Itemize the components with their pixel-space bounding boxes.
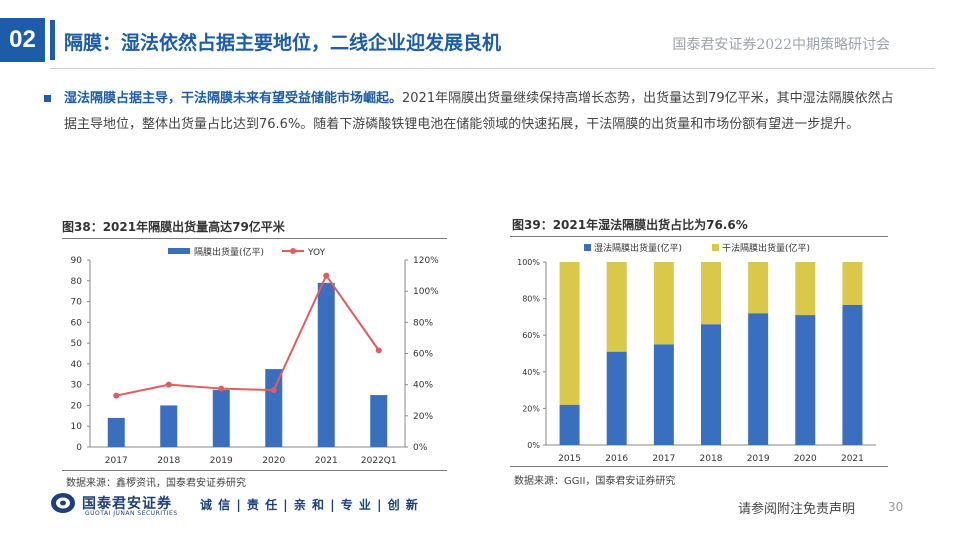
y-tick-label: 90 bbox=[71, 256, 83, 266]
figure-right-caption: 图39：2021年湿法隔膜出货占比为76.6% bbox=[512, 218, 748, 232]
x-tick-label: 2017 bbox=[652, 454, 675, 464]
stacked-bar-segment bbox=[653, 344, 674, 445]
y2-tick-label: 40% bbox=[413, 381, 433, 391]
legend-swatch-point bbox=[290, 248, 296, 254]
stacked-bar-segment bbox=[559, 262, 580, 405]
stacked-bar-segment bbox=[559, 404, 580, 445]
y-tick-label: 20% bbox=[522, 404, 540, 413]
figure-left-source: 数据来源：鑫椤资讯，国泰君安证券研究 bbox=[66, 478, 246, 489]
y-tick-label: 100% bbox=[517, 258, 540, 267]
line-point bbox=[323, 272, 330, 279]
title-accent-bar bbox=[50, 20, 55, 60]
x-tick-label: 2019 bbox=[210, 456, 233, 466]
y2-tick-label: 120% bbox=[413, 256, 439, 266]
y-tick-label: 80% bbox=[522, 295, 540, 304]
legend-label-line: YOY bbox=[307, 248, 326, 258]
figure-left-caption: 图38：2021年隔膜出货量高达79亿平米 bbox=[62, 220, 285, 234]
section-number: 02 bbox=[0, 18, 45, 62]
bar bbox=[317, 282, 335, 447]
x-tick-label: 2018 bbox=[157, 456, 180, 466]
legend-swatch-dry bbox=[712, 244, 719, 251]
line-point bbox=[270, 387, 277, 394]
line-point bbox=[375, 347, 382, 354]
y-tick-label: 40 bbox=[71, 360, 83, 370]
y-tick-label: 60 bbox=[71, 318, 83, 328]
logo-mark-icon bbox=[51, 493, 75, 513]
stacked-bar-segment bbox=[653, 262, 674, 345]
x-tick-label: 2016 bbox=[605, 454, 628, 464]
legend-label-wet: 湿法隔膜出货量(亿平) bbox=[594, 242, 682, 254]
stacked-bar-segment bbox=[795, 262, 816, 316]
bullet-icon bbox=[44, 95, 51, 102]
event-name: 国泰君安证券2022中期策略研讨会 bbox=[672, 37, 890, 53]
x-tick-label: 2020 bbox=[794, 454, 817, 464]
figure-right-bottom-rule bbox=[510, 466, 888, 467]
logo-text-cn: 国泰君安证券 bbox=[82, 496, 172, 512]
line-point bbox=[165, 381, 172, 388]
x-tick-label: 2020 bbox=[262, 456, 285, 466]
stacked-bar-segment bbox=[748, 313, 769, 445]
stacked-bar-segment bbox=[606, 262, 627, 352]
x-tick-label: 2018 bbox=[700, 454, 723, 464]
figure-left-caption-rule bbox=[62, 238, 447, 239]
legend-swatch-bar bbox=[168, 248, 190, 254]
y2-tick-label: 20% bbox=[413, 412, 433, 422]
y2-tick-label: 100% bbox=[413, 287, 439, 297]
stacked-bar-segment bbox=[701, 324, 721, 445]
page-title: 隔膜：湿法依然占据主要地位，二线企业迎发展良机 bbox=[64, 32, 502, 54]
stacked-bar-segment bbox=[842, 304, 863, 445]
figure-right-caption-rule bbox=[510, 236, 888, 237]
stacked-bar-segment bbox=[748, 262, 769, 314]
stacked-bar-segment bbox=[842, 262, 863, 305]
y-tick-label: 30 bbox=[71, 381, 83, 391]
y2-tick-label: 80% bbox=[413, 318, 433, 328]
figure-right-source: 数据来源：GGII，国泰君安证券研究 bbox=[514, 476, 676, 487]
company-logo: 国泰君安证券 GUOTAI JUNAN SECURITIES bbox=[50, 492, 177, 517]
series-line-yoy bbox=[116, 273, 380, 397]
x-tick-label: 2021 bbox=[841, 454, 864, 464]
chart-shipment-volume: 0 10 20 30 40 50 60 70 80 90 0% 20% 40% 60% 80% 100% 120… bbox=[71, 246, 440, 466]
company-slogan: 诚 信 | 责 任 | 亲 和 | 专 业 | 创 新 bbox=[200, 498, 419, 512]
bar bbox=[160, 405, 178, 447]
body-paragraph: 湿法隔膜占据主导，干法隔膜未来有望受益储能市场崛起。2021年隔膜出货量继续保持… bbox=[64, 86, 894, 138]
y-tick-label: 20 bbox=[71, 401, 83, 411]
x-tick-label: 2017 bbox=[105, 456, 128, 466]
chart-wet-dry-share: 0% 20% 40% 60% 80% 100% 2015 2016 2017 2018 2019 20… bbox=[517, 242, 876, 464]
y2-tick-label: 0% bbox=[413, 443, 428, 453]
x-tick-label: 2022Q1 bbox=[361, 456, 397, 466]
y-tick-label: 80 bbox=[71, 277, 83, 287]
x-tick-label: 2015 bbox=[558, 454, 581, 464]
stacked-bar-segment bbox=[795, 315, 816, 445]
y-tick-label: 0% bbox=[527, 441, 540, 450]
y2-tick-label: 60% bbox=[413, 350, 433, 360]
header-divider bbox=[50, 68, 935, 69]
y-tick-label: 0 bbox=[76, 443, 82, 453]
bar bbox=[370, 395, 388, 447]
body-text: 2021年隔膜出货量继续保持高增长态势，出货量达到79亿平米，其中湿法隔膜依然占… bbox=[64, 91, 894, 132]
bar bbox=[265, 369, 283, 447]
legend-label-bar: 隔膜出货量(亿平) bbox=[194, 246, 264, 258]
y-tick-label: 60% bbox=[522, 331, 540, 340]
line-point bbox=[218, 385, 225, 392]
line-point bbox=[113, 392, 120, 399]
legend-swatch-wet bbox=[584, 244, 591, 251]
bar bbox=[212, 389, 230, 447]
stacked-bar-segment bbox=[701, 262, 721, 325]
disclaimer-link[interactable]: 请参阅附注免责声明 bbox=[738, 502, 856, 517]
page-number: 30 bbox=[888, 500, 904, 514]
y-tick-label: 50 bbox=[71, 339, 83, 349]
bar bbox=[107, 417, 125, 447]
figure-left-bottom-rule bbox=[62, 470, 447, 471]
x-tick-label: 2019 bbox=[747, 454, 770, 464]
body-highlight: 湿法隔膜占据主导，干法隔膜未来有望受益储能市场崛起。 bbox=[64, 91, 403, 106]
logo-text-en: GUOTAI JUNAN SECURITIES bbox=[85, 510, 178, 517]
stacked-bar-segment bbox=[606, 351, 627, 445]
y-tick-label: 10 bbox=[71, 422, 83, 432]
x-tick-label: 2021 bbox=[315, 456, 338, 466]
legend-label-dry: 干法隔膜出货量(亿平) bbox=[722, 242, 810, 254]
y-tick-label: 40% bbox=[522, 368, 540, 377]
y-tick-label: 70 bbox=[71, 298, 83, 308]
